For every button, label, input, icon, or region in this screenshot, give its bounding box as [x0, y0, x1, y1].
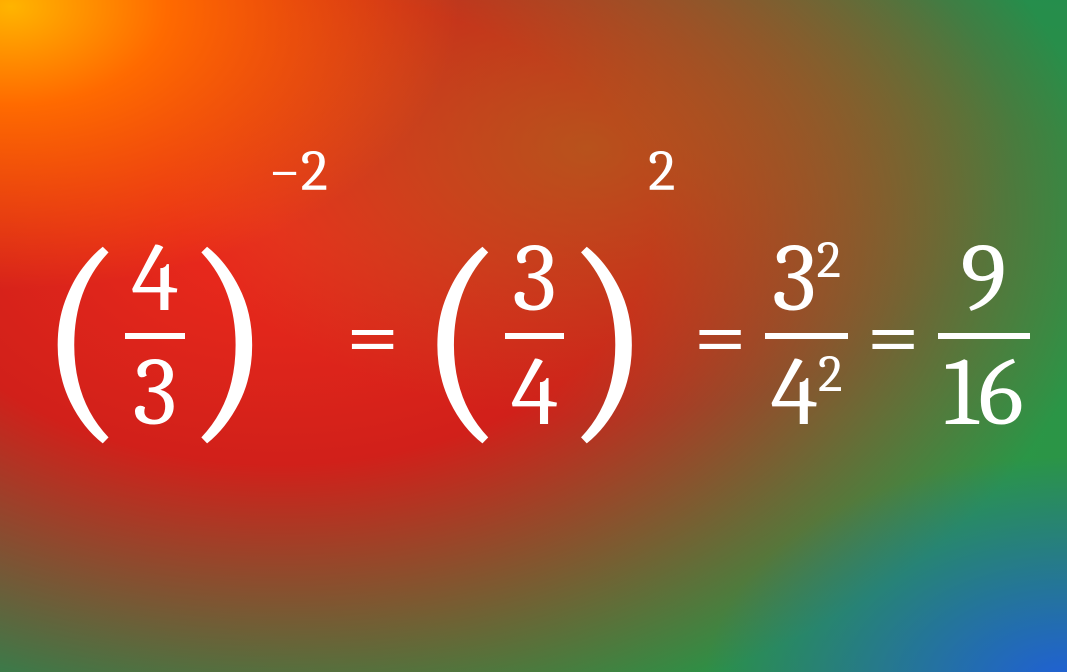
- denominator-exp: 2: [818, 344, 843, 404]
- denominator: 16: [938, 345, 1030, 441]
- right-paren-icon: ): [564, 244, 652, 428]
- equals-sign: =: [346, 288, 399, 384]
- numerator-base: 3: [772, 224, 816, 334]
- equals-sign: =: [866, 288, 919, 384]
- numerator: 32: [766, 231, 847, 327]
- exponent-2: 2: [648, 143, 675, 201]
- denominator-base: 4: [771, 338, 818, 448]
- exponent-minus-2: −2: [268, 143, 328, 201]
- denominator: 3: [127, 345, 183, 441]
- left-paren-icon: (: [37, 244, 125, 428]
- term-2: ( 3 4 ) 2: [417, 231, 675, 441]
- numerator-exp: 2: [816, 230, 841, 290]
- numerator: 9: [955, 231, 1013, 327]
- equals-sign: =: [694, 288, 747, 384]
- fraction-4-over-3: 4 3: [125, 231, 184, 441]
- right-paren-icon: ): [185, 244, 273, 428]
- fraction-9-over-16: 9 16: [938, 231, 1030, 441]
- term-1: ( 4 3 ) −2: [37, 231, 328, 441]
- fraction-3-over-4: 3 4: [505, 231, 564, 441]
- numerator: 4: [125, 231, 184, 327]
- numerator: 3: [507, 231, 563, 327]
- fraction-3sq-over-4sq: 32 42: [765, 231, 849, 441]
- denominator: 42: [765, 345, 849, 441]
- left-paren-icon: (: [417, 244, 505, 428]
- equation: ( 4 3 ) −2 = ( 3 4 ) 2 = 32 42 = 9: [0, 231, 1067, 441]
- denominator: 4: [505, 345, 564, 441]
